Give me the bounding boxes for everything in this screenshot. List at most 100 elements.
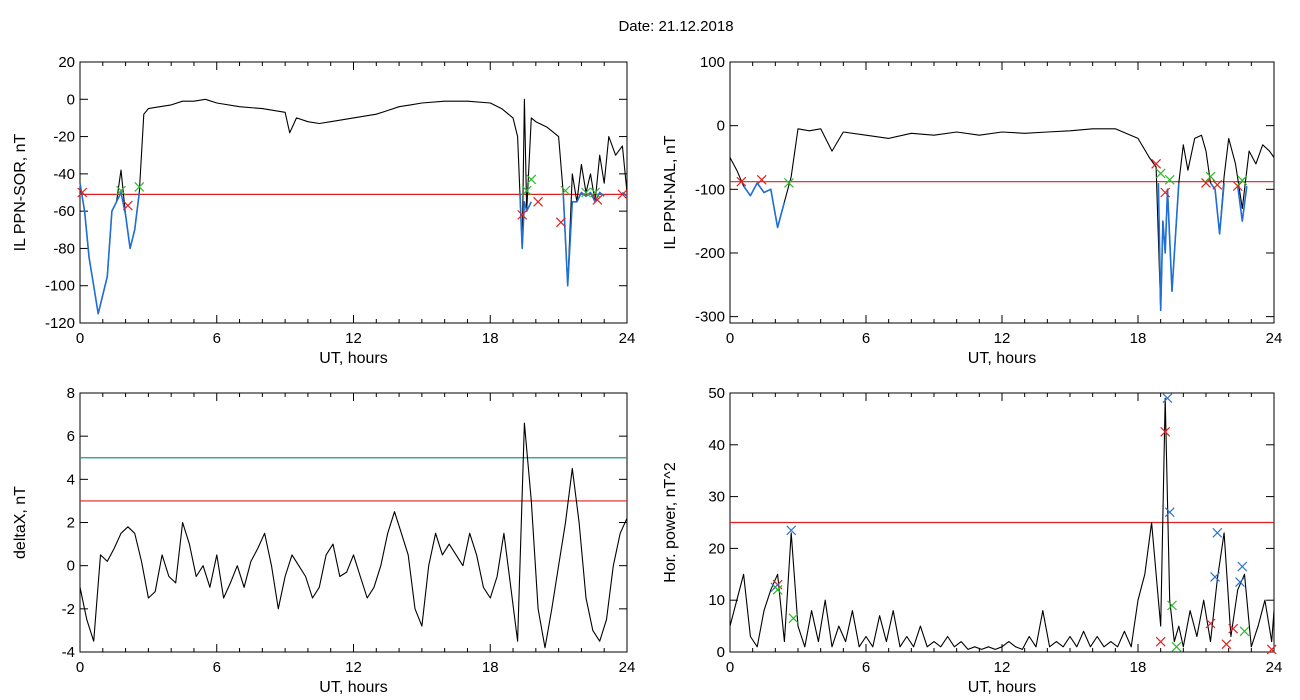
event-marker-stroke [1212, 179, 1223, 190]
y-tick-label: 0 [717, 644, 725, 661]
highlight-series-line [519, 192, 533, 250]
event-marker-stroke [1237, 561, 1248, 572]
highlight-series-line [742, 182, 786, 229]
y-axis-label: IL PPN-NAL, nT [662, 135, 679, 249]
y-tick-label: 0 [717, 118, 725, 135]
event-marker-stroke [1164, 174, 1175, 185]
event-marker [122, 200, 133, 211]
y-tick-label: -100 [45, 278, 75, 295]
event-marker [116, 185, 126, 196]
event-marker [1212, 527, 1223, 538]
x-tick-label: 12 [994, 659, 1011, 676]
y-tick-label: 50 [708, 385, 725, 402]
y-tick-label: 2 [67, 515, 75, 532]
y-axis-label: deltaX, nT [12, 486, 29, 559]
x-tick-label: 24 [619, 659, 636, 676]
event-marker-stroke [77, 187, 88, 198]
x-tick-label: 0 [726, 659, 734, 676]
event-marker [1160, 187, 1171, 198]
event-marker-stroke [772, 584, 783, 595]
x-tick-label: 12 [345, 330, 362, 347]
y-tick-label: -4 [62, 644, 75, 661]
event-marker [772, 584, 783, 595]
event-marker [134, 181, 145, 192]
y-tick-label: -40 [53, 166, 75, 183]
y-tick-label: -80 [53, 240, 75, 257]
y-tick-label: 0 [67, 91, 75, 108]
y-tick-label: -120 [45, 315, 75, 332]
event-marker [1160, 426, 1171, 437]
event-marker-stroke [1171, 641, 1182, 652]
event-marker-stroke [1201, 178, 1211, 188]
event-marker [517, 209, 528, 220]
event-marker-stroke [756, 174, 767, 185]
event-marker [1228, 623, 1239, 634]
event-marker-stroke [590, 187, 601, 198]
plot-frame [729, 61, 1275, 324]
y-tick-label: 20 [708, 540, 725, 557]
y-tick-label: 4 [67, 471, 75, 488]
event-marker-stroke [1210, 571, 1220, 582]
event-marker-stroke [736, 176, 747, 187]
event-marker [533, 196, 544, 207]
event-marker-stroke [1232, 181, 1243, 192]
event-marker [1239, 626, 1250, 637]
event-marker-stroke [122, 200, 133, 211]
y-tick-label: 0 [67, 558, 75, 575]
event-marker [1155, 168, 1166, 179]
event-marker-stroke [517, 209, 528, 220]
event-marker-stroke [1205, 171, 1216, 182]
y-tick-label: -2 [62, 601, 75, 618]
event-marker-stroke [1167, 600, 1177, 611]
event-marker [756, 174, 767, 185]
y-tick-label: -200 [695, 245, 725, 262]
x-tick-label: 24 [1266, 659, 1283, 676]
event-marker [1237, 175, 1248, 186]
highlight-series-line [1236, 185, 1248, 222]
y-tick-label: 20 [58, 54, 75, 71]
event-marker [592, 195, 603, 205]
page-title: Date: 21.12.2018 [618, 18, 734, 35]
event-marker [786, 525, 797, 536]
event-marker-stroke [533, 196, 544, 207]
event-marker-stroke [1151, 158, 1162, 169]
x-tick-label: 6 [862, 659, 870, 676]
event-marker-stroke [1221, 639, 1232, 650]
event-marker-stroke [1164, 507, 1175, 518]
x-tick-label: 6 [213, 659, 221, 676]
event-marker-stroke [1205, 618, 1216, 629]
x-tick-label: 12 [994, 330, 1011, 347]
event-marker-stroke [1155, 636, 1166, 647]
event-marker [521, 185, 532, 196]
event-marker [1171, 641, 1182, 652]
event-marker [1205, 171, 1216, 182]
highlight-series-line [1209, 182, 1225, 235]
event-marker [1232, 181, 1243, 192]
event-marker-stroke [788, 613, 799, 624]
event-marker-stroke [134, 181, 145, 192]
event-marker-stroke [581, 187, 591, 198]
event-marker [581, 187, 591, 198]
event-marker [1205, 618, 1216, 629]
x-tick-label: 12 [345, 659, 362, 676]
event-marker-stroke [1212, 527, 1223, 538]
event-marker-stroke [521, 185, 532, 196]
event-marker [736, 176, 747, 187]
data-series-line [79, 422, 628, 649]
event-marker [560, 185, 571, 196]
event-marker-stroke [1266, 644, 1277, 655]
y-tick-label: 8 [67, 385, 75, 402]
x-tick-label: 0 [726, 330, 734, 347]
x-tick-label: 24 [1266, 330, 1283, 347]
event-marker-stroke [1155, 168, 1166, 179]
event-marker-stroke [1237, 175, 1248, 186]
event-marker-stroke [560, 185, 571, 196]
event-marker [526, 174, 537, 185]
event-marker [1221, 639, 1232, 650]
x-axis-label: UT, hours [968, 679, 1036, 696]
event-marker [555, 217, 566, 228]
event-marker [788, 613, 799, 624]
chart-hpower-panel: 0 6 12 18 24 0 10 20 30 40 50 UT, hours Hor. power, … [662, 385, 1282, 696]
